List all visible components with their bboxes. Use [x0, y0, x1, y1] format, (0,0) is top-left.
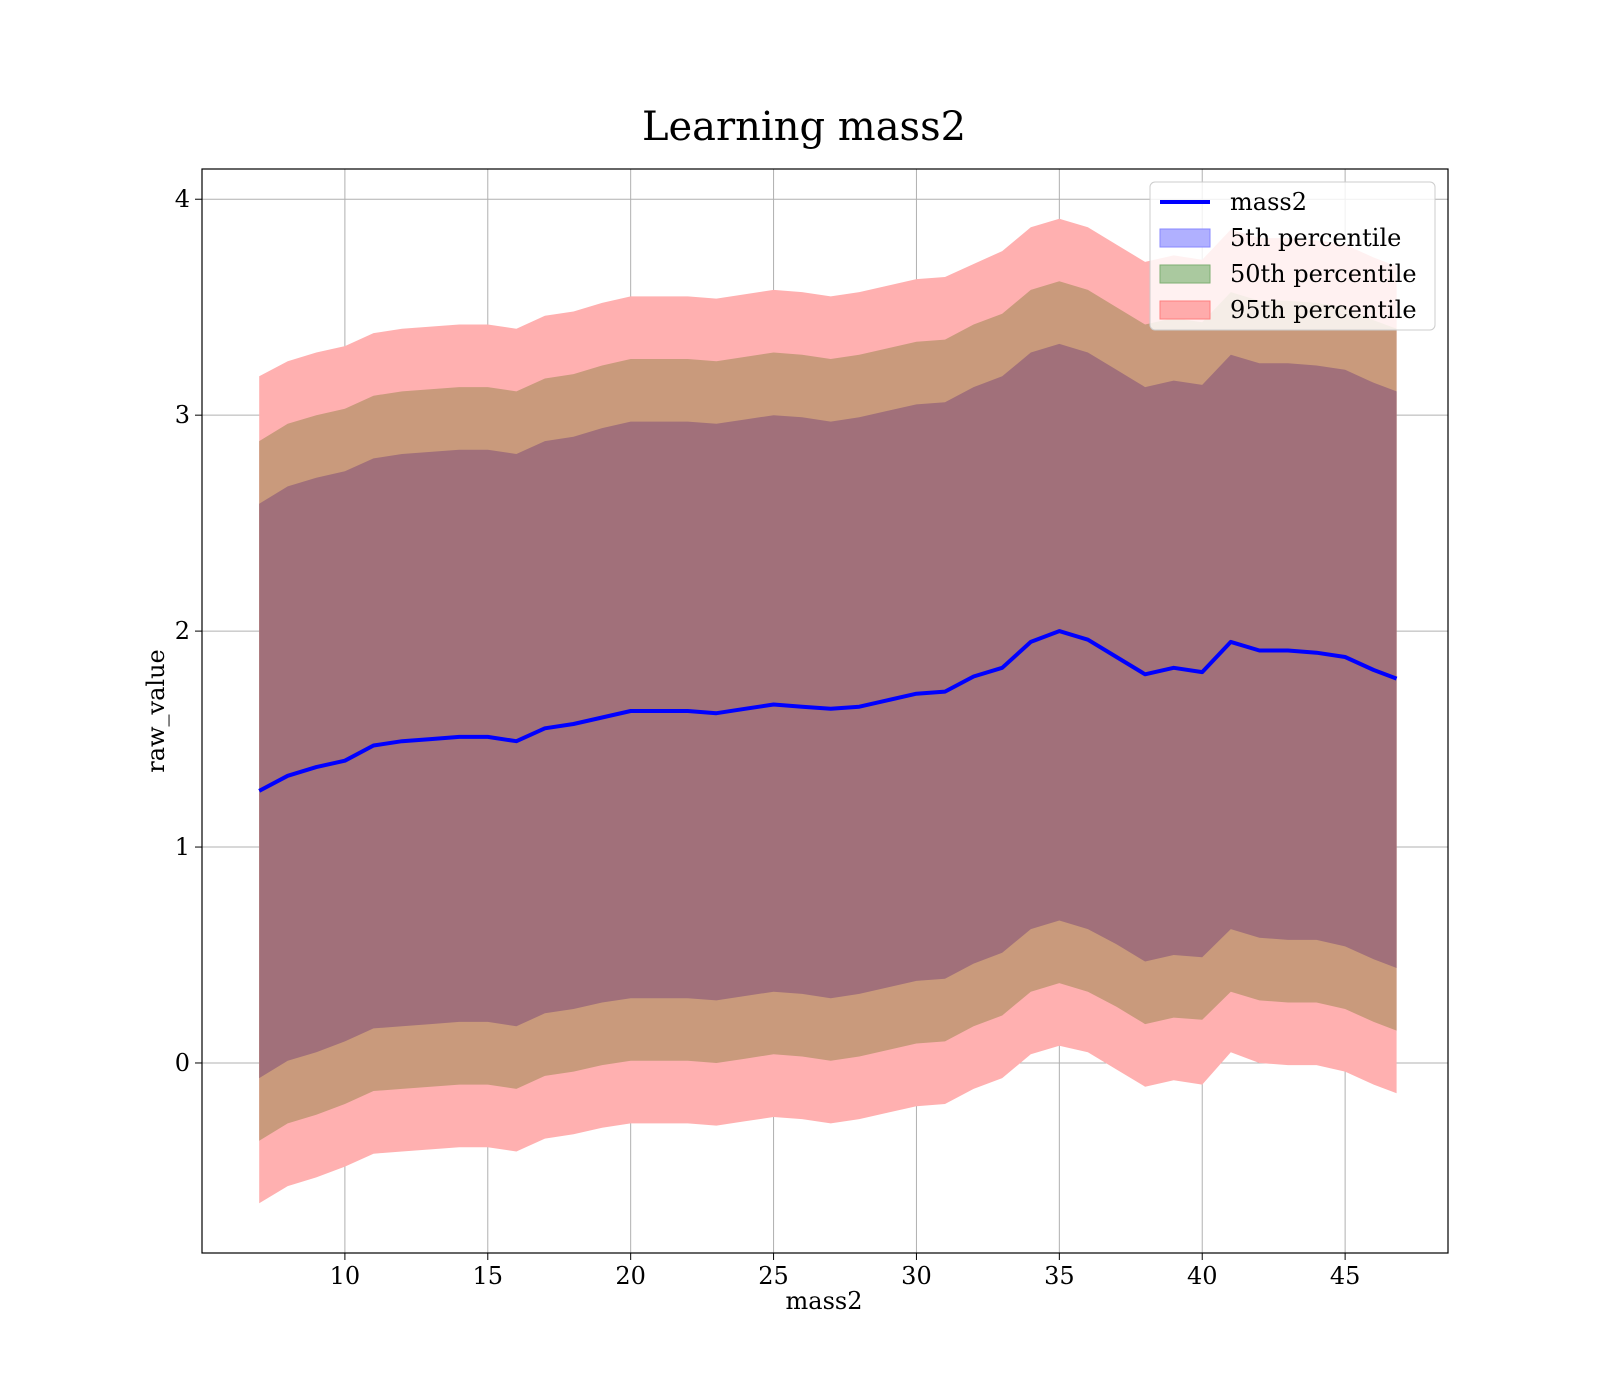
x-axis-label: mass2	[786, 1287, 863, 1315]
y-ticks: 0 1 2 3 4	[175, 185, 202, 1077]
x-tick-label-7: 45	[1330, 1262, 1361, 1290]
legend-box	[1149, 181, 1436, 331]
x-tick-label-6: 40	[1187, 1262, 1218, 1290]
legend-label-0: mass2	[1230, 188, 1307, 216]
x-tick-label-0: 10	[330, 1262, 361, 1290]
legend: mass2 5th percentile 50th percentile 95th p…	[1149, 181, 1436, 331]
legend-label-1: 5th percentile	[1230, 224, 1401, 252]
plot-frame	[201, 168, 1449, 1254]
y-tick-label-1: 1	[175, 833, 190, 861]
y-tick-label-2: 2	[175, 617, 190, 645]
y-tick-label-4: 4	[175, 185, 190, 213]
legend-swatch-1	[1159, 228, 1211, 248]
x-tick-label-1: 15	[473, 1262, 504, 1290]
y-axis-label: raw_value	[142, 649, 170, 773]
series-line-mass2	[258, 629, 1398, 793]
legend-label-2: 50th percentile	[1230, 260, 1417, 288]
legend-label-3: 95th percentile	[1230, 296, 1417, 324]
x-tick-label-5: 35	[1044, 1262, 1075, 1290]
x-tick-label-3: 25	[758, 1262, 789, 1290]
x-tick-label-4: 30	[901, 1262, 932, 1290]
band-5th-percentile	[259, 343, 1397, 1079]
legend-swatch-3	[1159, 300, 1211, 320]
x-tick-label-2: 20	[615, 1262, 646, 1290]
x-ticks: 10 15 20 25 30 35 40 45	[330, 1253, 1361, 1290]
line-series	[258, 629, 1398, 793]
y-tick-label-0: 0	[175, 1049, 190, 1077]
chart-title: Learning mass2	[642, 104, 966, 150]
legend-swatch-2	[1159, 264, 1211, 284]
y-tick-label-3: 3	[175, 401, 190, 429]
percentile-bands	[259, 218, 1397, 1204]
